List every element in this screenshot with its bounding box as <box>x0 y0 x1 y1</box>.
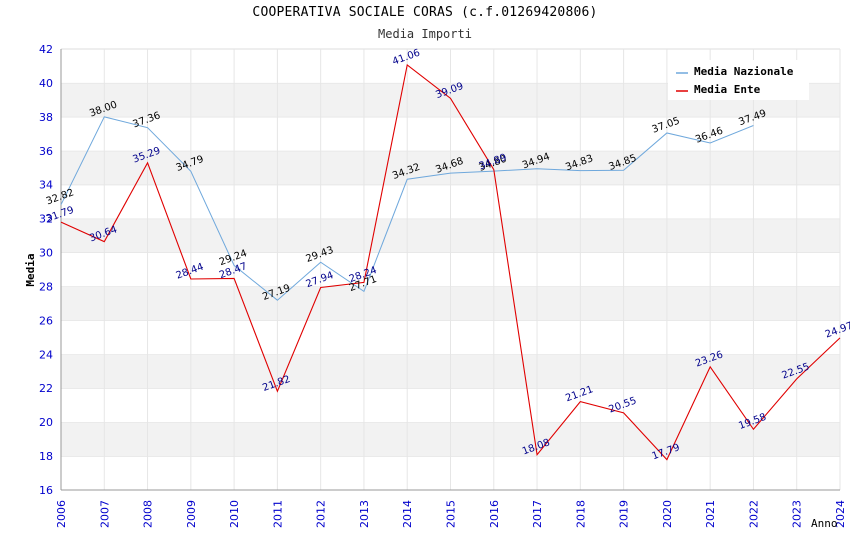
y-tick-label: 22 <box>39 382 53 395</box>
legend-background <box>668 60 809 100</box>
y-tick-label: 18 <box>39 450 53 463</box>
series-line-media-ente <box>60 63 841 461</box>
x-tick-label: 2014 <box>401 500 414 528</box>
axes <box>60 49 840 491</box>
y-tick-label: 26 <box>39 314 53 327</box>
x-tick-label: 2011 <box>271 500 284 528</box>
x-tick-label: 2006 <box>55 500 68 528</box>
y-tick-label: 16 <box>39 484 53 497</box>
y-tick-label: 42 <box>39 43 53 56</box>
y-tick-labels: 16 18 20 22 24 26 28 30 32 34 36 38 40 42 <box>39 43 53 497</box>
x-tick-label: 2009 <box>185 500 198 528</box>
y-tick-label: 30 <box>39 247 53 260</box>
x-tick-label: 2007 <box>98 500 111 528</box>
x-tick-label: 2018 <box>574 500 587 528</box>
legend-label-media-ente: Media Ente <box>694 83 761 96</box>
x-tick-label: 2010 <box>228 500 241 528</box>
y-axis-label: Media <box>24 253 37 286</box>
series-line-media-nazionale <box>60 116 754 301</box>
x-axis-label: Anno <box>811 517 838 530</box>
y-tick-label: 34 <box>39 179 53 192</box>
x-tick-label: 2024 <box>834 500 847 528</box>
chart-subtitle: Media Importi <box>378 27 472 41</box>
y-tick-label: 36 <box>39 145 53 158</box>
x-tick-label: 2019 <box>618 500 631 528</box>
x-tick-label: 2017 <box>531 500 544 528</box>
series-lines <box>60 63 841 461</box>
x-tick-label: 2013 <box>358 500 371 528</box>
x-tick-label: 2022 <box>747 500 760 528</box>
x-tick-label: 2023 <box>791 500 804 528</box>
legend-label-media-nazionale: Media Nazionale <box>694 65 794 78</box>
x-tick-label: 2021 <box>704 500 717 528</box>
legend: Media Nazionale Media Ente <box>668 60 809 100</box>
x-tick-label: 2016 <box>488 500 501 528</box>
x-tick-label: 2012 <box>315 500 328 528</box>
x-tick-label: 2008 <box>142 500 155 528</box>
y-tick-label: 38 <box>39 111 53 124</box>
y-tick-label: 40 <box>39 77 53 90</box>
y-tick-label: 24 <box>39 348 53 361</box>
y-tick-label: 28 <box>39 280 53 293</box>
x-tick-labels: 2006 2007 2008 2009 2010 2011 2012 2013 2014 2015… <box>55 500 847 528</box>
y-tick-label: 20 <box>39 416 53 429</box>
chart-title: COOPERATIVA SOCIALE CORAS (c.f.012694208… <box>252 5 598 20</box>
x-tick-label: 2020 <box>661 500 674 528</box>
y-tick-label: 32 <box>39 213 53 226</box>
x-tick-label: 2015 <box>445 500 458 528</box>
